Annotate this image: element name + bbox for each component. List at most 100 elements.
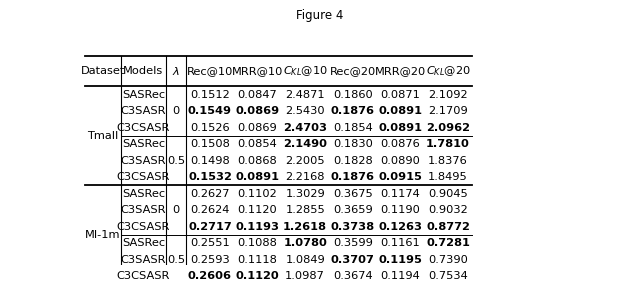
Text: 0.1854: 0.1854	[333, 122, 372, 133]
Text: C3CSASR: C3CSASR	[117, 222, 170, 232]
Text: C3CSASR: C3CSASR	[117, 271, 170, 281]
Text: C3CSASR: C3CSASR	[117, 172, 170, 182]
Text: 0.1102: 0.1102	[237, 189, 278, 199]
Text: 0.0854: 0.0854	[237, 139, 278, 149]
Text: 0.5: 0.5	[167, 156, 186, 166]
Text: 0.1828: 0.1828	[333, 156, 372, 166]
Text: SASRec: SASRec	[122, 189, 165, 199]
Text: 0.0915: 0.0915	[378, 172, 422, 182]
Text: Figure 4: Figure 4	[296, 9, 344, 22]
Text: 0.2551: 0.2551	[190, 238, 230, 248]
Text: 0.0847: 0.0847	[237, 89, 278, 100]
Text: MRR@20: MRR@20	[375, 66, 426, 76]
Text: 0: 0	[173, 205, 180, 215]
Text: 0.1194: 0.1194	[381, 271, 420, 281]
Text: 0.3659: 0.3659	[333, 205, 372, 215]
Text: 0.2717: 0.2717	[188, 222, 232, 232]
Text: 0.0891: 0.0891	[378, 106, 422, 116]
Text: 0.0868: 0.0868	[237, 156, 278, 166]
Text: 1.7810: 1.7810	[426, 139, 470, 149]
Text: 0.1860: 0.1860	[333, 89, 372, 100]
Text: 1.0849: 1.0849	[285, 255, 325, 265]
Text: MRR@10: MRR@10	[232, 66, 284, 76]
Text: 0.0890: 0.0890	[380, 156, 420, 166]
Text: 0.2627: 0.2627	[190, 189, 230, 199]
Text: 0.1193: 0.1193	[236, 222, 280, 232]
Text: 0.0869: 0.0869	[237, 122, 278, 133]
Text: 0.8772: 0.8772	[426, 222, 470, 232]
Text: 0.7390: 0.7390	[428, 255, 468, 265]
Text: 0.0891: 0.0891	[378, 122, 422, 133]
Text: C3SASR: C3SASR	[121, 205, 166, 215]
Text: 0.0891: 0.0891	[236, 172, 280, 182]
Text: Models: Models	[124, 66, 164, 76]
Text: 1.2618: 1.2618	[283, 222, 327, 232]
Text: C3SASR: C3SASR	[121, 106, 166, 116]
Text: 0.0869: 0.0869	[236, 106, 280, 116]
Text: 0.3707: 0.3707	[331, 255, 375, 265]
Text: 1.0987: 1.0987	[285, 271, 325, 281]
Text: 1.3029: 1.3029	[285, 189, 325, 199]
Text: SASRec: SASRec	[122, 89, 165, 100]
Text: 0.1526: 0.1526	[190, 122, 230, 133]
Text: Rec@10: Rec@10	[187, 66, 233, 76]
Text: 0.0876: 0.0876	[381, 139, 420, 149]
Text: 0.1498: 0.1498	[190, 156, 230, 166]
Text: 0.1532: 0.1532	[188, 172, 232, 182]
Text: 0.5: 0.5	[167, 255, 186, 265]
Text: 2.1709: 2.1709	[428, 106, 468, 116]
Text: 1.8376: 1.8376	[428, 156, 468, 166]
Text: $C_{KL}$@10: $C_{KL}$@10	[283, 64, 328, 78]
Text: SASRec: SASRec	[122, 139, 165, 149]
Text: 0.1876: 0.1876	[331, 172, 375, 182]
Text: 0.3675: 0.3675	[333, 189, 372, 199]
Text: Tmall: Tmall	[87, 131, 118, 141]
Text: C3SASR: C3SASR	[121, 255, 166, 265]
Text: SASRec: SASRec	[122, 238, 165, 248]
Text: 0.1118: 0.1118	[237, 255, 278, 265]
Text: 0.1174: 0.1174	[381, 189, 420, 199]
Text: 0.1195: 0.1195	[378, 255, 422, 265]
Text: 0.1120: 0.1120	[236, 271, 280, 281]
Text: $\lambda$: $\lambda$	[172, 65, 180, 77]
Text: 2.2005: 2.2005	[285, 156, 325, 166]
Text: 2.4871: 2.4871	[285, 89, 325, 100]
Text: 0.2624: 0.2624	[190, 205, 230, 215]
Text: 0.1190: 0.1190	[380, 205, 420, 215]
Text: 2.0962: 2.0962	[426, 122, 470, 133]
Text: 0.3599: 0.3599	[333, 238, 372, 248]
Text: 0.7534: 0.7534	[428, 271, 468, 281]
Text: C3SASR: C3SASR	[121, 156, 166, 166]
Text: 0.9032: 0.9032	[428, 205, 468, 215]
Text: 0: 0	[173, 106, 180, 116]
Text: 0.1512: 0.1512	[190, 89, 230, 100]
Text: Ml-1m: Ml-1m	[85, 230, 120, 240]
Text: 0.0871: 0.0871	[380, 89, 420, 100]
Text: 2.5430: 2.5430	[285, 106, 325, 116]
Text: 0.1876: 0.1876	[331, 106, 375, 116]
Text: 2.2168: 2.2168	[285, 172, 325, 182]
Text: 2.4703: 2.4703	[283, 122, 327, 133]
Text: Rec@20: Rec@20	[330, 66, 376, 76]
Text: 0.3738: 0.3738	[331, 222, 375, 232]
Text: 0.1830: 0.1830	[333, 139, 372, 149]
Text: 0.1263: 0.1263	[378, 222, 422, 232]
Text: 0.1549: 0.1549	[188, 106, 232, 116]
Text: 0.1120: 0.1120	[237, 205, 278, 215]
Text: 0.1508: 0.1508	[190, 139, 230, 149]
Text: 0.3674: 0.3674	[333, 271, 372, 281]
Text: 1.2855: 1.2855	[285, 205, 325, 215]
Text: 0.1161: 0.1161	[381, 238, 420, 248]
Text: $C_{KL}$@20: $C_{KL}$@20	[426, 64, 470, 78]
Text: 1.0780: 1.0780	[284, 238, 327, 248]
Text: 1.8495: 1.8495	[428, 172, 468, 182]
Text: Dataset: Dataset	[81, 66, 125, 76]
Text: 0.7281: 0.7281	[426, 238, 470, 248]
Text: 2.1092: 2.1092	[428, 89, 468, 100]
Text: 0.1088: 0.1088	[237, 238, 278, 248]
Text: C3CSASR: C3CSASR	[117, 122, 170, 133]
Text: 0.2593: 0.2593	[190, 255, 230, 265]
Text: 2.1490: 2.1490	[283, 139, 327, 149]
Text: 0.9045: 0.9045	[428, 189, 468, 199]
Text: 0.2606: 0.2606	[188, 271, 232, 281]
